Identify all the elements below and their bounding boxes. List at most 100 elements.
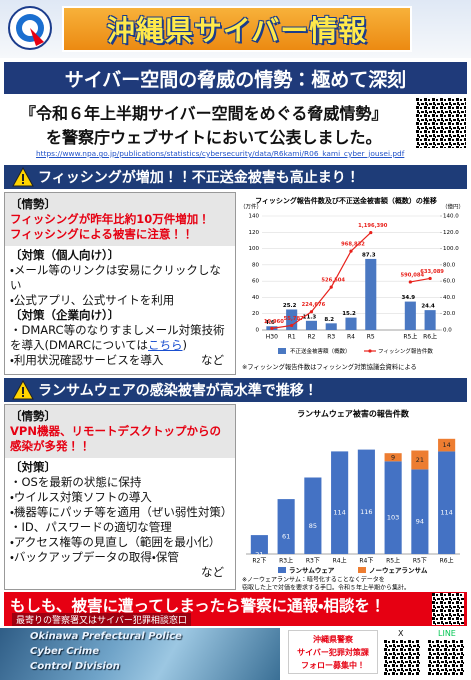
legend-swatch bbox=[358, 567, 366, 573]
line-value-label: 968,832 bbox=[341, 242, 365, 248]
x-tick-label: R2 bbox=[307, 334, 315, 341]
announcement-line: を警察庁ウェブサイトにおいて公表しました。 bbox=[46, 128, 382, 147]
legend-label: ランサムウェア bbox=[289, 567, 335, 575]
measure-item: ・アクセス権等の見直し（範囲を最小化） bbox=[10, 535, 221, 549]
x-tick-label: R4 bbox=[347, 334, 355, 341]
line-marker bbox=[428, 276, 432, 281]
x-tick-label: R1 bbox=[288, 334, 296, 341]
y2-tick-label: 120.0 bbox=[443, 230, 459, 236]
y-tick-label: 120 bbox=[249, 230, 260, 236]
y2-tick-label: 80.0 bbox=[443, 262, 456, 268]
chart-title: ランサムウェア被害の報告件数 bbox=[297, 409, 410, 419]
y-tick-label: 140 bbox=[249, 214, 260, 220]
url-link[interactable]: https://www.npa.go.jp/publications/stati… bbox=[36, 149, 405, 158]
measure-item: ・機器等にパッチ等を適用（ぜい弱性対策） bbox=[10, 505, 233, 519]
sns-line: フォロー募集中！ bbox=[301, 661, 365, 670]
situation: 〔情勢〕 フィッシングが昨年比約10万件増加！ フィッシングによる被害に注意！！ bbox=[5, 193, 235, 246]
line-value-label: 1,196,390 bbox=[358, 223, 388, 229]
legend-label: フィッシング報告件数 bbox=[378, 347, 433, 355]
info-panel: 〔情勢〕 フィッシングが昨年比約10万件増加！ フィッシングによる被害に注意！！… bbox=[4, 192, 236, 375]
y2-tick-label: 40.0 bbox=[443, 295, 456, 301]
police-logo bbox=[8, 6, 52, 50]
legend-swatch bbox=[278, 567, 286, 573]
segment-value-label: 21 bbox=[255, 551, 263, 559]
section-heading: ランサムウェアの感染被害が高水準で推移！ bbox=[4, 378, 467, 402]
line-value-label: 224,676 bbox=[302, 302, 326, 308]
situation-line: フィッシングによる被害に注意！！ bbox=[10, 227, 194, 241]
x-tick-label: R6上 bbox=[440, 557, 454, 565]
x-tick-label: R5 bbox=[367, 334, 375, 341]
y2-tick-label: 60.0 bbox=[443, 279, 456, 285]
title-box: 沖縄県サイバー情報 bbox=[62, 6, 412, 52]
bar bbox=[365, 258, 377, 330]
sns-line: 沖縄県警察 bbox=[313, 635, 353, 644]
line-label: LINE bbox=[438, 629, 456, 638]
x-tick-label: R5上 bbox=[403, 333, 417, 341]
footer-image: Okinawa Prefectural Police Cyber Crime C… bbox=[0, 628, 280, 680]
bar-value-label: 4.6 bbox=[265, 320, 275, 326]
bar-segment bbox=[357, 449, 375, 554]
info-panel: 〔情勢〕 VPN機器、リモートデスクトップからの感染が多発！！ 〔対策〕 ・OS… bbox=[4, 404, 236, 590]
section-heading-text: ランサムウェアの感染被害が高水準で推移！ bbox=[38, 383, 318, 399]
warning-icon bbox=[12, 380, 34, 400]
chart-title: フィッシング報告件数及び不正送金被害額（概数）の推移 bbox=[255, 196, 437, 205]
qr-code[interactable] bbox=[428, 640, 464, 676]
bar-value-label: 15.2 bbox=[342, 311, 356, 317]
line-value-label: 633,089 bbox=[420, 269, 444, 275]
segment-value-label: 114 bbox=[440, 509, 452, 517]
y2-tick-label: 20.0 bbox=[443, 311, 456, 317]
line bbox=[410, 277, 431, 283]
chart: フィッシング報告件数及び不正送金被害額（概数）の推移（万件） （億円） 0 20 40 6… bbox=[240, 196, 464, 371]
x-tick-label: R4下 bbox=[359, 558, 373, 565]
situation-line: VPN機器、リモートデスクトップからの感染が多発！！ bbox=[10, 424, 221, 453]
bar-segment bbox=[277, 499, 295, 554]
line bbox=[271, 232, 372, 329]
title: 沖縄県サイバー情報 bbox=[106, 14, 368, 47]
measure-item: ・ウイルス対策ソフトの導入 bbox=[10, 490, 152, 504]
sns-line: サイバー犯罪対策課 bbox=[297, 648, 369, 657]
x-tick-label: R3下 bbox=[306, 558, 320, 565]
x-tick-label: R5上 bbox=[386, 557, 400, 565]
y-tick-label: 20 bbox=[252, 311, 259, 317]
qr-code[interactable] bbox=[384, 640, 420, 676]
measure-text: ・DMARC等のなりすましメール対策技術を導入(DMARCについては bbox=[10, 323, 225, 352]
bar-value-label: 34.9 bbox=[402, 295, 416, 301]
bar-value-label: 87.3 bbox=[362, 252, 376, 258]
bar-segment bbox=[384, 461, 402, 554]
etc: など bbox=[201, 565, 224, 579]
qr-code bbox=[416, 98, 466, 148]
bar bbox=[424, 310, 436, 330]
chart: ランサムウェア被害の報告件数 R2下 R3上 R3下 R4上 R4下 R5上 R5下 R6上 21… bbox=[242, 409, 460, 590]
bar-segment bbox=[411, 450, 429, 470]
banner: サイバー空間の脅威の情勢：極めて深刻 bbox=[4, 62, 467, 94]
etc: など bbox=[201, 353, 224, 367]
segment-value-label: 9 bbox=[391, 453, 395, 461]
contact-banner: もしも、被害に遭ってしまったら警察に通報・相談を！ 最寄りの警察署又はサイバー犯… bbox=[4, 592, 467, 626]
y2-axis-label: （億円） bbox=[442, 203, 464, 211]
y-tick-label: 60 bbox=[252, 279, 259, 285]
section-heading-text: フィッシングが増加！！不正送金被害も高止まり！ bbox=[38, 170, 360, 186]
legend-label: ノーウェアランサム bbox=[369, 567, 428, 575]
line-marker bbox=[329, 285, 333, 289]
x-tick-label: R3上 bbox=[279, 557, 293, 565]
segment-value-label: 103 bbox=[387, 514, 399, 522]
link[interactable]: こちら bbox=[148, 338, 183, 352]
y-tick-label: 0 bbox=[256, 328, 260, 334]
measure-item: ・バックアップデータの取得・保管 bbox=[10, 550, 179, 564]
announcement-line: 『令和６年上半期サイバー空間をめぐる脅威情勢』 bbox=[20, 104, 388, 123]
legend-label: 不正送金被害額（概数） bbox=[290, 347, 351, 355]
bar-value-label: 24.4 bbox=[421, 304, 435, 310]
bar-value-label: 25.2 bbox=[283, 303, 297, 309]
situation: 〔情勢〕 VPN機器、リモートデスクトップからの感染が多発！！ bbox=[5, 405, 235, 458]
line-value-label: 590,084 bbox=[401, 272, 425, 278]
bar-value-label: 11.3 bbox=[303, 314, 317, 320]
situation-line: フィッシングが昨年比約10万件増加！ bbox=[10, 212, 210, 226]
contact-sub: 最寄りの警察署又はサイバー犯罪相談窓口 bbox=[12, 613, 191, 626]
y-tick-label: 80 bbox=[252, 262, 259, 268]
measure-item: ・DMARC等のなりすましメール対策技術を導入(DMARCについてはこちら) bbox=[10, 323, 230, 353]
x-tick-label: H30 bbox=[266, 334, 278, 341]
measure-item: ・OSを最新の状態に保持 bbox=[10, 475, 142, 489]
line-value-label: 19,960 bbox=[264, 319, 284, 325]
measure-item: ・メール等のリンクは安易にクリックしない bbox=[10, 263, 221, 292]
x-tick-label: R5下 bbox=[413, 558, 427, 565]
